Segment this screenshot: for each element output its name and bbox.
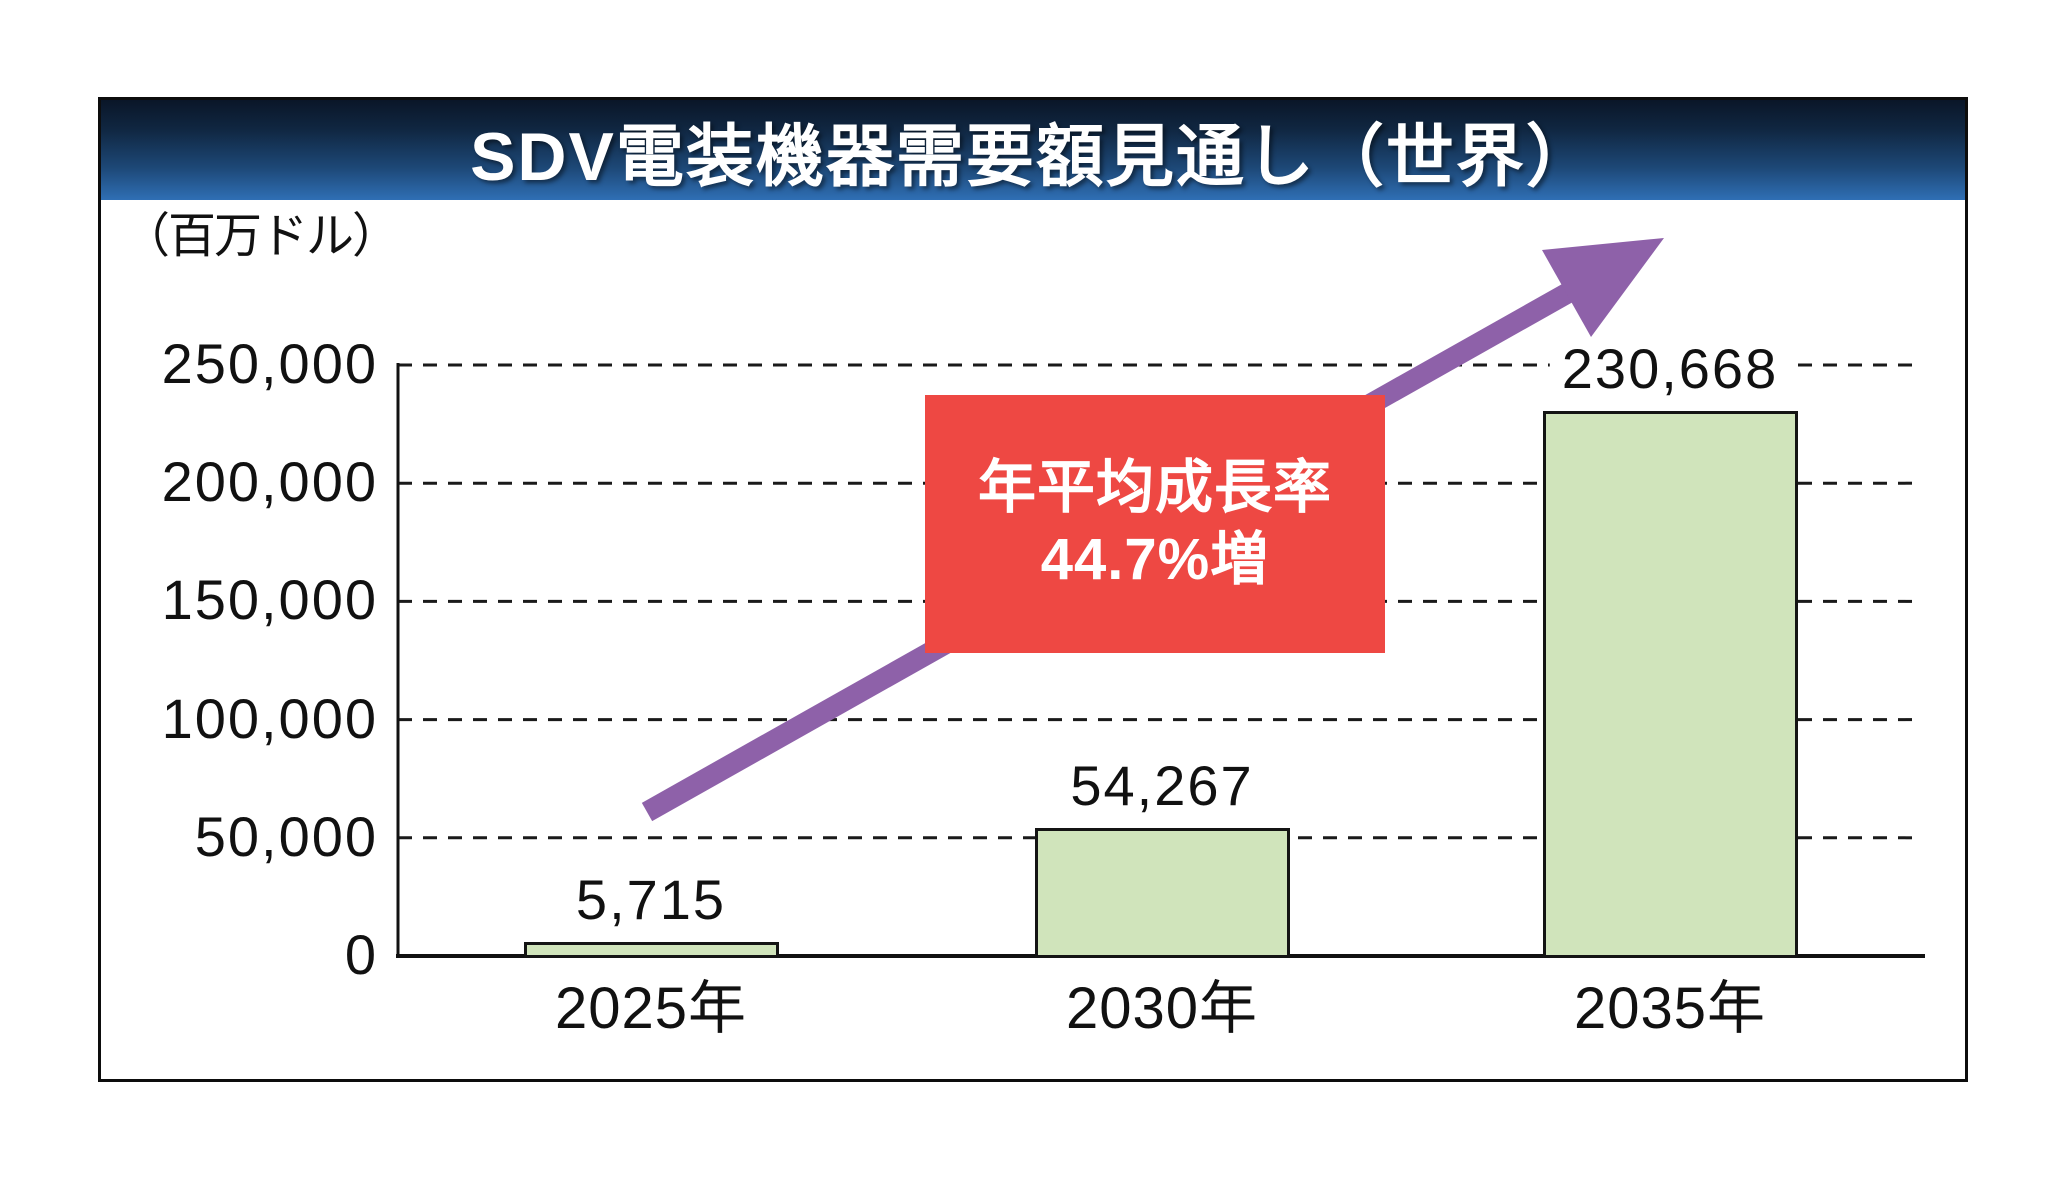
bar-2025年 xyxy=(523,942,779,958)
y-tick-label-250000: 250,000 xyxy=(161,331,378,395)
value-label-2025年: 5,715 xyxy=(563,872,739,929)
x-tick-label-2025年: 2025年 xyxy=(554,976,748,1041)
bar-2035年 xyxy=(1542,410,1798,958)
growth-annotation-line1: 年平均成長率 xyxy=(977,455,1332,520)
x-tick-label-2035年: 2035年 xyxy=(1573,976,1767,1041)
bar-2030年 xyxy=(1034,827,1290,958)
value-label-2035年: 230,668 xyxy=(1549,340,1791,397)
value-label-2030年: 54,267 xyxy=(1058,757,1266,814)
y-axis-unit-label: （百万ドル） xyxy=(122,210,400,263)
growth-annotation-line2: 44.7%増 xyxy=(1040,527,1270,592)
growth-arrow-head xyxy=(1542,238,1664,337)
y-tick-label-150000: 150,000 xyxy=(161,568,378,632)
y-tick-label-200000: 200,000 xyxy=(161,450,378,514)
y-tick-label-100000: 100,000 xyxy=(161,686,378,750)
chart-title-band: SDV電装機器需要額見通し（世界） xyxy=(101,100,1965,200)
growth-annotation-box: 年平均成長率 44.7%増 xyxy=(925,395,1385,653)
y-tick-label-50000: 50,000 xyxy=(194,804,378,868)
x-tick-label-2030年: 2030年 xyxy=(1065,976,1259,1041)
chart-title: SDV電装機器需要額見通し（世界） xyxy=(470,118,1596,195)
y-tick-label-0: 0 xyxy=(344,922,378,986)
